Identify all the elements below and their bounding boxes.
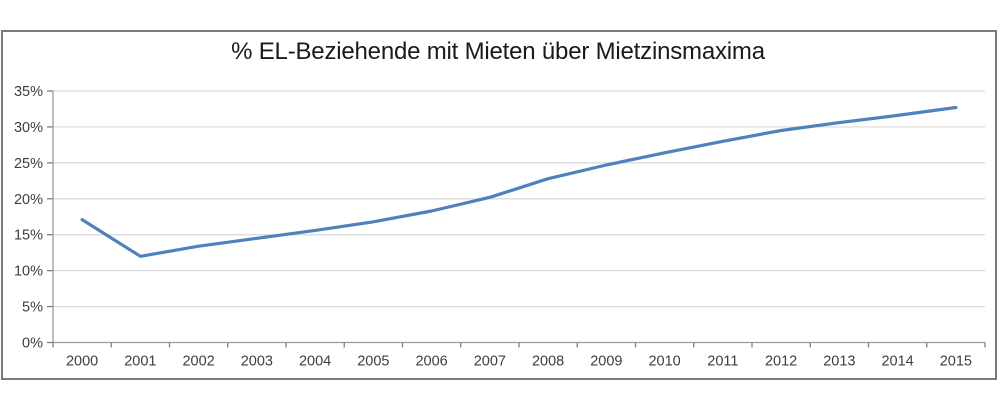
x-tick-label: 2000	[66, 354, 98, 370]
x-tick-label: 2003	[241, 354, 273, 370]
x-tick-label: 2015	[940, 354, 972, 370]
series-line	[80, 105, 958, 258]
y-tick-label: 5%	[22, 300, 43, 316]
x-tick-label: 2006	[415, 354, 447, 370]
x-tick-label: 2012	[765, 354, 797, 370]
y-tick-label: 20%	[14, 192, 43, 208]
x-tick-label: 2005	[357, 354, 389, 370]
y-tick-label: 10%	[14, 264, 43, 280]
x-tick-label: 2009	[590, 354, 622, 370]
y-tick-label: 30%	[14, 120, 43, 136]
y-tick-label: 35%	[14, 84, 43, 100]
x-tick-label: 2010	[648, 354, 680, 370]
y-tick-label: 25%	[14, 156, 43, 172]
x-tick-label: 2014	[881, 354, 913, 370]
y-tick-label: 15%	[14, 228, 43, 244]
x-tick-label: 2011	[707, 354, 738, 370]
y-tick-label: 0%	[22, 336, 43, 352]
x-tick-label: 2013	[823, 354, 855, 370]
x-tick-label: 2001	[124, 354, 156, 370]
chart-title: % EL-Beziehende mit Mieten über Mietzins…	[231, 38, 765, 65]
chart-frame	[1, 30, 997, 380]
x-tick-label: 2002	[182, 354, 214, 370]
x-tick-label: 2004	[299, 354, 331, 370]
x-tick-label: 2007	[474, 354, 506, 370]
x-tick-label: 2008	[532, 354, 564, 370]
